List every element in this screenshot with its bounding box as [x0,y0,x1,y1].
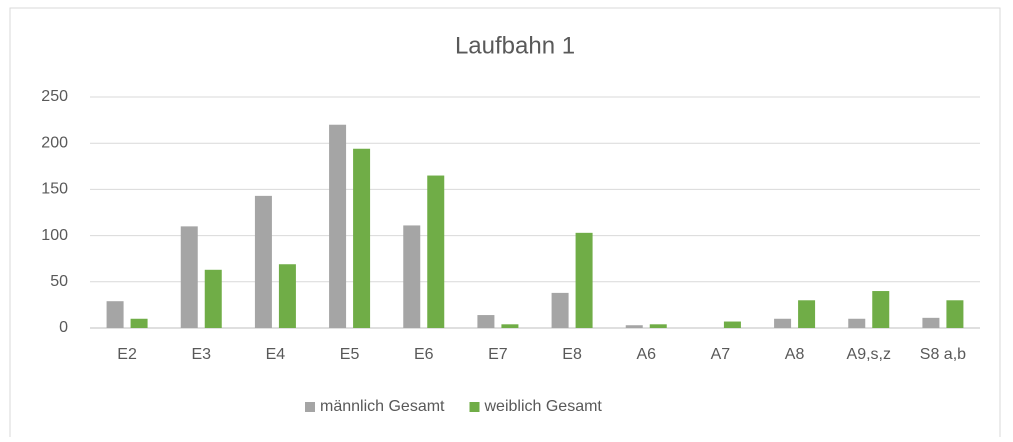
y-tick-label: 150 [41,181,68,198]
bar [254,195,272,328]
bar [774,318,792,328]
chart-title: Laufbahn 1 [455,32,575,59]
legend-swatch [305,402,315,412]
y-tick-label: 250 [41,88,68,105]
x-tick-label: A6 [636,346,656,363]
bar [649,324,667,328]
y-tick-label: 100 [41,227,68,244]
bar [329,124,347,328]
y-tick-label: 0 [59,319,68,336]
bar [353,148,371,328]
bar [625,325,643,328]
x-tick-label: S8 a,b [920,346,966,363]
x-tick-label: E4 [266,346,286,363]
bar [723,321,741,328]
y-tick-label: 50 [50,273,68,290]
bar [403,225,421,328]
x-tick-label: E2 [117,346,137,363]
bar [575,232,593,328]
bar [106,301,124,328]
bar [427,175,445,328]
bar [477,315,495,328]
chart-border [9,7,1001,442]
legend-label: weiblich Gesamt [484,398,603,415]
bar [872,291,890,328]
legend-label: männlich Gesamt [320,398,445,415]
x-tick-label: A7 [711,346,731,363]
x-tick-label: E5 [340,346,360,363]
bar [180,226,198,328]
bar [204,269,222,328]
bar [946,300,964,328]
x-tick-label: E3 [191,346,211,363]
x-tick-label: A9,s,z [847,346,891,363]
bar [848,318,866,328]
x-tick-label: E6 [414,346,434,363]
x-tick-label: A8 [785,346,805,363]
bar [278,264,296,328]
bar [501,324,519,328]
x-tick-label: E7 [488,346,508,363]
y-tick-label: 200 [41,134,68,151]
bar [130,318,148,328]
bar [551,292,569,328]
bar [798,300,816,328]
legend-swatch [469,402,480,412]
bar [922,317,940,328]
x-tick-label: E8 [562,346,582,363]
